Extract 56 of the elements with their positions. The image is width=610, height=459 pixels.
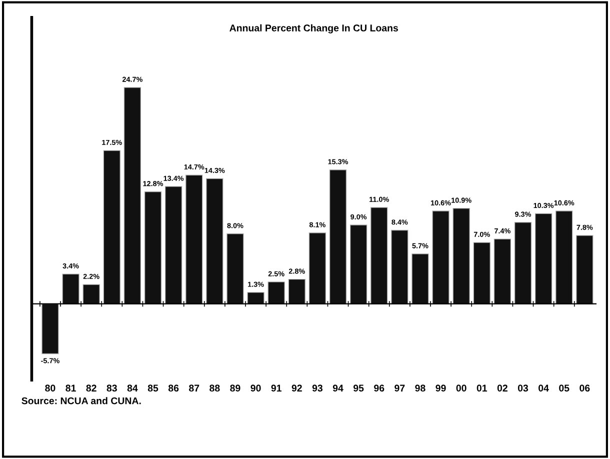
x-tick-label: 81 bbox=[66, 384, 76, 392]
text: Annual Percent Change In CU Loans bbox=[230, 24, 398, 34]
x-tick-label: 84 bbox=[127, 384, 138, 392]
x-tick-label: 00 bbox=[456, 384, 466, 392]
x-tick-label: 85 bbox=[148, 384, 158, 392]
bar bbox=[534, 213, 552, 304]
bar bbox=[432, 210, 450, 304]
x-tick-label: 82 bbox=[86, 384, 96, 392]
bar bbox=[268, 282, 285, 304]
bar bbox=[452, 208, 470, 304]
bar bbox=[124, 87, 142, 304]
x-tick-label: 80 bbox=[45, 384, 56, 392]
x-tick-label: 95 bbox=[353, 384, 364, 392]
bar bbox=[144, 191, 162, 304]
x-tick-label: 86 bbox=[168, 384, 179, 392]
x-tick-label: 06 bbox=[580, 384, 590, 392]
x-tick-label: 97 bbox=[394, 384, 405, 392]
bar bbox=[556, 210, 573, 304]
x-tick-label: 88 bbox=[210, 384, 220, 392]
bar bbox=[308, 232, 326, 304]
x-tick-label: 01 bbox=[476, 384, 488, 392]
bar bbox=[82, 284, 100, 304]
x-tick-label: 03 bbox=[518, 384, 528, 392]
x-tick-label: 05 bbox=[559, 384, 570, 392]
bar bbox=[42, 304, 59, 354]
x-tick-label: 99 bbox=[436, 384, 446, 392]
bar bbox=[62, 274, 80, 304]
bar bbox=[103, 150, 120, 304]
bar bbox=[226, 233, 244, 304]
bar bbox=[412, 254, 429, 304]
x-tick-label: 83 bbox=[106, 384, 117, 392]
x-tick-label: 04 bbox=[538, 384, 549, 392]
x-tick-label: 90 bbox=[250, 384, 261, 392]
x-tick-label: 98 bbox=[415, 384, 426, 392]
x-tick-label: 92 bbox=[292, 384, 302, 392]
x-tick-label: 02 bbox=[497, 384, 508, 392]
bar bbox=[494, 238, 512, 304]
bar bbox=[473, 242, 490, 304]
bar bbox=[391, 230, 408, 304]
bar bbox=[164, 186, 182, 304]
bar bbox=[576, 235, 594, 304]
x-tick-label: 96 bbox=[374, 384, 384, 392]
bar bbox=[329, 169, 347, 304]
bar bbox=[206, 178, 224, 304]
bar bbox=[370, 207, 388, 304]
bar bbox=[514, 222, 532, 304]
bar bbox=[186, 174, 203, 304]
x-tick-label: 91 bbox=[271, 384, 282, 392]
x-tick-label: 87 bbox=[189, 384, 200, 392]
source-note: Source: NCUA and CUNA. bbox=[22, 397, 141, 404]
bar bbox=[247, 292, 264, 304]
bar bbox=[288, 278, 306, 304]
bar bbox=[350, 224, 368, 304]
x-tick-label: 94 bbox=[332, 384, 344, 392]
x-tick-label: 89 bbox=[230, 384, 240, 392]
x-tick-label: 93 bbox=[312, 384, 322, 392]
